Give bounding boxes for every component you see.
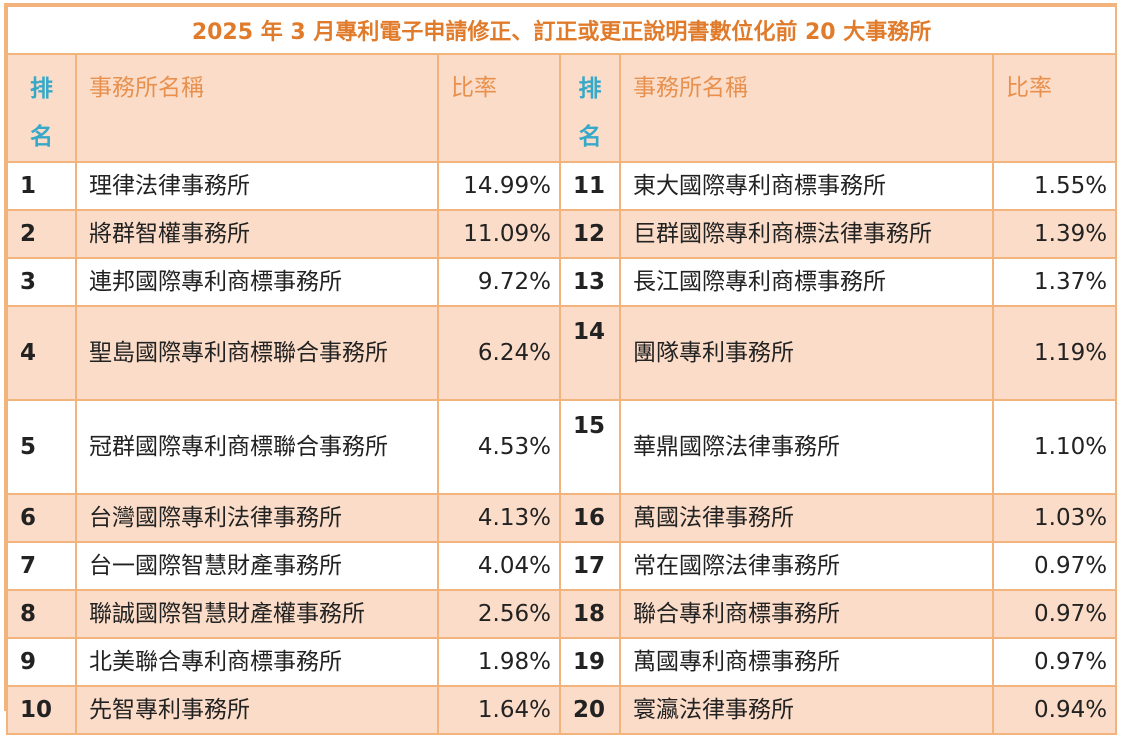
firm-name-cell: 寰瀛法律事務所: [620, 686, 993, 734]
rank-cell: 9: [7, 638, 76, 686]
ratio-cell: 4.53%: [438, 400, 560, 494]
rank-cell: 5: [7, 400, 76, 494]
rank-cell: 8: [7, 590, 76, 638]
firm-name-cell: 聯合專利商標事務所: [620, 590, 993, 638]
firm-name-cell: 萬國專利商標事務所: [620, 638, 993, 686]
table-row: 5冠群國際專利商標聯合事務所4.53%15華鼎國際法律事務所1.10%: [7, 400, 1116, 494]
firm-name-cell: 先智專利事務所: [76, 686, 438, 734]
ratio-cell: 1.55%: [993, 162, 1116, 210]
rank-cell: 7: [7, 542, 76, 590]
table-row: 10先智專利事務所1.64%20寰瀛法律事務所0.94%: [7, 686, 1116, 734]
rank-cell: 2: [7, 210, 76, 258]
firm-name-cell: 理律法律事務所: [76, 162, 438, 210]
rank-cell: 1: [7, 162, 76, 210]
ratio-cell: 4.13%: [438, 494, 560, 542]
rank-cell: 19: [560, 638, 620, 686]
firm-name-cell: 連邦國際專利商標事務所: [76, 258, 438, 306]
table-title: 2025 年 3 月專利電子申請修正、訂正或更正說明書數位化前 20 大事務所: [7, 6, 1116, 54]
ratio-cell: 9.72%: [438, 258, 560, 306]
firm-name-cell: 台一國際智慧財產事務所: [76, 542, 438, 590]
firm-name-cell: 冠群國際專利商標聯合事務所: [76, 400, 438, 494]
ratio-cell: 11.09%: [438, 210, 560, 258]
rank-cell: 16: [560, 494, 620, 542]
rank-cell: 17: [560, 542, 620, 590]
firm-name-cell: 常在國際法律事務所: [620, 542, 993, 590]
rank-cell: 3: [7, 258, 76, 306]
rank-cell: 18: [560, 590, 620, 638]
firm-name-cell: 長江國際專利商標事務所: [620, 258, 993, 306]
rank-cell: 10: [7, 686, 76, 734]
ratio-cell: 1.64%: [438, 686, 560, 734]
firm-name-cell: 聯誠國際智慧財產權事務所: [76, 590, 438, 638]
table-row: 7台一國際智慧財產事務所4.04%17常在國際法律事務所0.97%: [7, 542, 1116, 590]
header-row: 排名 事務所名稱 比率 排名 事務所名稱 比率: [7, 54, 1116, 162]
firm-name-cell: 團隊專利事務所: [620, 306, 993, 400]
ratio-cell: 4.04%: [438, 542, 560, 590]
ratio-cell: 6.24%: [438, 306, 560, 400]
table-row: 3連邦國際專利商標事務所9.72%13長江國際專利商標事務所1.37%: [7, 258, 1116, 306]
firm-name-cell: 東大國際專利商標事務所: [620, 162, 993, 210]
firm-name-cell: 台灣國際專利法律事務所: [76, 494, 438, 542]
firm-name-cell: 巨群國際專利商標法律事務所: [620, 210, 993, 258]
ratio-cell: 0.94%: [993, 686, 1116, 734]
rank-cell: 14: [560, 306, 620, 400]
ratio-cell: 1.03%: [993, 494, 1116, 542]
firm-name-cell: 萬國法律事務所: [620, 494, 993, 542]
name-header-right: 事務所名稱: [620, 54, 993, 162]
ranking-table-frame: 2025 年 3 月專利電子申請修正、訂正或更正說明書數位化前 20 大事務所 …: [4, 3, 1117, 711]
rank-cell: 20: [560, 686, 620, 734]
rank-cell: 11: [560, 162, 620, 210]
rank-cell: 6: [7, 494, 76, 542]
ratio-header-right: 比率: [993, 54, 1116, 162]
table-row: 6台灣國際專利法律事務所4.13%16萬國法律事務所1.03%: [7, 494, 1116, 542]
ranking-table: 2025 年 3 月專利電子申請修正、訂正或更正說明書數位化前 20 大事務所 …: [6, 5, 1117, 735]
firm-name-cell: 聖島國際專利商標聯合事務所: [76, 306, 438, 400]
table-row: 8聯誠國際智慧財產權事務所2.56%18聯合專利商標事務所0.97%: [7, 590, 1116, 638]
rank-cell: 12: [560, 210, 620, 258]
ratio-cell: 1.19%: [993, 306, 1116, 400]
ratio-cell: 0.97%: [993, 590, 1116, 638]
table-row: 1理律法律事務所14.99%11東大國際專利商標事務所1.55%: [7, 162, 1116, 210]
rank-cell: 13: [560, 258, 620, 306]
ratio-cell: 0.97%: [993, 638, 1116, 686]
ratio-cell: 1.98%: [438, 638, 560, 686]
ratio-cell: 1.10%: [993, 400, 1116, 494]
firm-name-cell: 將群智權事務所: [76, 210, 438, 258]
ratio-cell: 1.37%: [993, 258, 1116, 306]
table-row: 9北美聯合專利商標事務所1.98%19萬國專利商標事務所0.97%: [7, 638, 1116, 686]
firm-name-cell: 北美聯合專利商標事務所: [76, 638, 438, 686]
ratio-header-left: 比率: [438, 54, 560, 162]
rank-header-left: 排名: [7, 54, 76, 162]
table-row: 4聖島國際專利商標聯合事務所6.24%14團隊專利事務所1.19%: [7, 306, 1116, 400]
firm-name-cell: 華鼎國際法律事務所: [620, 400, 993, 494]
table-row: 2將群智權事務所11.09%12巨群國際專利商標法律事務所1.39%: [7, 210, 1116, 258]
ratio-cell: 14.99%: [438, 162, 560, 210]
rank-cell: 15: [560, 400, 620, 494]
ratio-cell: 1.39%: [993, 210, 1116, 258]
ratio-cell: 2.56%: [438, 590, 560, 638]
ratio-cell: 0.97%: [993, 542, 1116, 590]
rank-cell: 4: [7, 306, 76, 400]
name-header-left: 事務所名稱: [76, 54, 438, 162]
rank-header-right: 排名: [560, 54, 620, 162]
